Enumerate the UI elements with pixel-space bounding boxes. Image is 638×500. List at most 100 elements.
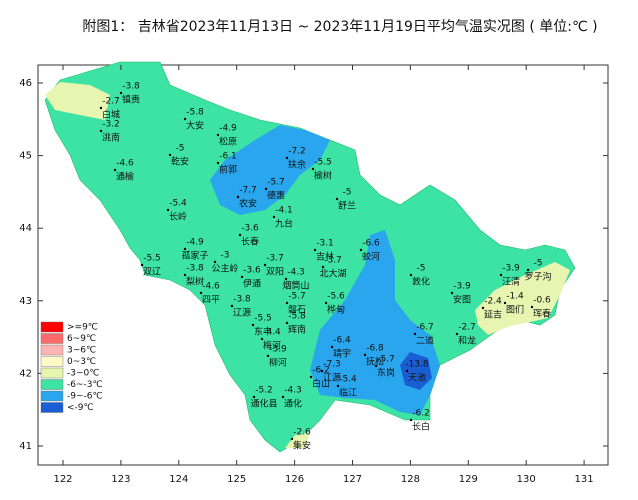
station-dot bbox=[363, 353, 367, 357]
station-value: -5.4 bbox=[339, 375, 357, 385]
station-value: -4.9 bbox=[186, 238, 204, 248]
station-dot bbox=[290, 437, 294, 441]
station-name: 延吉 bbox=[484, 309, 502, 321]
station-name: 磐石 bbox=[288, 304, 306, 316]
station-value: -6.7 bbox=[416, 323, 434, 333]
station-dot bbox=[285, 301, 289, 305]
station-name: 孤家子 bbox=[181, 250, 208, 262]
station-name: 图们 bbox=[506, 304, 524, 316]
x-tick-label: 122 bbox=[53, 474, 72, 485]
station-value: -6.4 bbox=[333, 336, 351, 346]
station-value: -4.1 bbox=[275, 206, 293, 216]
station-name: 江源 bbox=[323, 373, 341, 384]
station-value: -5.5 bbox=[314, 158, 332, 168]
station-name: 北大湖 bbox=[319, 268, 346, 280]
x-tick-label: 124 bbox=[169, 474, 188, 485]
station-value: -7.7 bbox=[239, 186, 257, 196]
station-dot bbox=[236, 195, 240, 199]
station-value: -3.8 bbox=[186, 264, 204, 274]
legend-swatch bbox=[40, 321, 64, 333]
station-value: -3.2 bbox=[102, 120, 120, 130]
station-dot bbox=[409, 273, 413, 277]
station-dot bbox=[251, 323, 255, 327]
station-value: -4.6 bbox=[202, 282, 220, 292]
legend-swatch bbox=[40, 390, 64, 402]
station-value: -4.3 bbox=[284, 386, 302, 396]
station-name: 安图 bbox=[453, 294, 471, 306]
station-name: 双辽 bbox=[143, 267, 161, 278]
station-value: -3.9 bbox=[269, 345, 287, 355]
station-name: 汪清 bbox=[502, 276, 520, 288]
station-name: 通化县 bbox=[250, 398, 277, 410]
station-name: 东岗 bbox=[377, 367, 395, 379]
station-name: 长白 bbox=[412, 421, 430, 433]
station-name: 长春 bbox=[241, 236, 259, 248]
legend-label: <-9℃ bbox=[67, 403, 94, 413]
x-tick-label: 129 bbox=[459, 474, 478, 485]
station-value: -5.2 bbox=[255, 386, 273, 396]
station-name: 吉林 bbox=[316, 251, 334, 263]
station-name: 四平 bbox=[202, 295, 220, 306]
station-name: 松原 bbox=[219, 136, 237, 148]
region-warm-south bbox=[285, 432, 310, 448]
station-name: 乾安 bbox=[171, 156, 189, 168]
station-dot bbox=[252, 395, 256, 399]
station-dot bbox=[263, 263, 267, 267]
station-name: 蛟河 bbox=[362, 251, 380, 263]
region-warm-northwest bbox=[45, 82, 110, 120]
legend-label: 6~9℃ bbox=[67, 334, 96, 344]
station-name: 洮南 bbox=[102, 132, 120, 144]
station-dot bbox=[330, 345, 334, 349]
legend-label: 3~6℃ bbox=[67, 346, 96, 356]
region-cold-north bbox=[210, 125, 330, 215]
station-dot bbox=[183, 117, 187, 121]
station-name: 天池 bbox=[408, 372, 426, 384]
map-title: 附图1： 吉林省2023年11月13日 ~ 2023年11月19日平均气温实况图… bbox=[82, 19, 597, 35]
station-dot bbox=[374, 364, 378, 368]
station-name: 大安 bbox=[186, 120, 204, 132]
x-tick-label: 128 bbox=[401, 474, 420, 485]
station-dot bbox=[183, 273, 187, 277]
station-dot bbox=[450, 291, 454, 295]
station-name: 通化 bbox=[284, 398, 302, 410]
station-value: -5.5 bbox=[254, 314, 272, 324]
y-tick-label: 41 bbox=[19, 441, 32, 452]
station-dot bbox=[166, 208, 170, 212]
station-value: -7.3 bbox=[323, 360, 341, 370]
station-value: -5 bbox=[176, 144, 185, 154]
station-name: 二道 bbox=[416, 335, 434, 347]
station-value: -6.6 bbox=[362, 239, 380, 249]
station-name: 九台 bbox=[275, 218, 293, 230]
station-dot bbox=[216, 133, 220, 137]
station-dot bbox=[335, 197, 339, 201]
y-tick-label: 42 bbox=[19, 368, 32, 379]
station-value: -6.2 bbox=[412, 409, 430, 419]
x-tick-label: 123 bbox=[111, 474, 130, 485]
x-tick-label: 125 bbox=[227, 474, 246, 485]
station-value: -5.6 bbox=[327, 292, 345, 302]
legend-swatch bbox=[40, 402, 64, 413]
station-value: -2.6 bbox=[293, 428, 311, 438]
station-dot bbox=[313, 248, 317, 252]
station-name: 伊通 bbox=[243, 278, 261, 290]
station-name: 镇赉 bbox=[122, 94, 140, 106]
station-name: 农安 bbox=[239, 198, 257, 210]
station-value: -7.2 bbox=[288, 147, 306, 157]
station-name: 梨树 bbox=[186, 276, 204, 288]
station-dot bbox=[264, 187, 268, 191]
x-tick-label: 130 bbox=[517, 474, 536, 485]
station-dot bbox=[140, 263, 144, 267]
station-value: -5 bbox=[343, 188, 352, 198]
station-value: -5.7 bbox=[288, 292, 306, 302]
station-name: 辉南 bbox=[288, 324, 306, 336]
station-dot bbox=[324, 301, 328, 305]
legend-label: 0~3℃ bbox=[67, 357, 96, 367]
legend-swatch bbox=[40, 344, 64, 356]
station-value: -5.5 bbox=[143, 254, 161, 264]
station-name: 白城 bbox=[102, 109, 120, 121]
station-value: -0.6 bbox=[533, 296, 551, 306]
station-value: -1.4 bbox=[506, 292, 524, 302]
station-value: -6.1 bbox=[219, 152, 237, 162]
station-value: -3.7 bbox=[266, 254, 284, 264]
station-dot bbox=[168, 153, 172, 157]
